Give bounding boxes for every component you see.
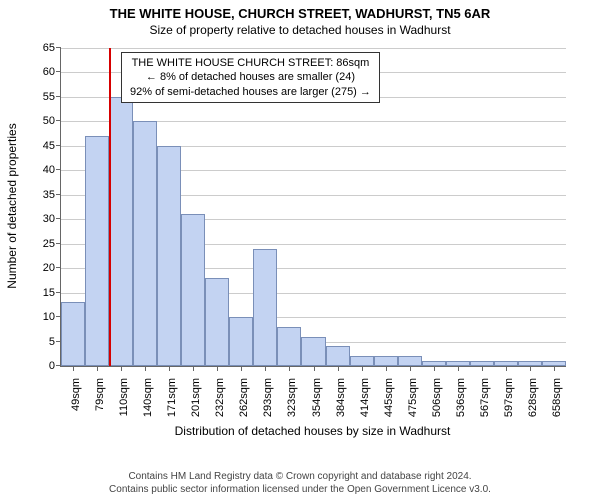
xtick-mark	[73, 366, 74, 371]
xtick-mark	[169, 366, 170, 371]
bar	[446, 361, 470, 366]
xtick-mark	[217, 366, 218, 371]
xtick-mark	[554, 366, 555, 371]
xtick-mark	[434, 366, 435, 371]
footer-line: Contains public sector information licen…	[0, 483, 600, 496]
ytick-label: 55	[43, 91, 61, 103]
ytick-label: 15	[43, 287, 61, 299]
bar	[133, 121, 157, 366]
ytick-label: 30	[43, 213, 61, 225]
xtick-mark	[289, 366, 290, 371]
ytick-label: 0	[49, 360, 61, 372]
ytick-label: 65	[43, 42, 61, 54]
bar	[85, 136, 109, 366]
xtick-mark	[265, 366, 266, 371]
ytick-label: 25	[43, 238, 61, 250]
chart-footer: Contains HM Land Registry data © Crown c…	[0, 470, 600, 496]
bar	[157, 146, 181, 366]
bar	[277, 327, 301, 366]
xtick-mark	[338, 366, 339, 371]
xtick-mark	[362, 366, 363, 371]
ytick-label: 5	[49, 336, 61, 348]
info-box-line: 92% of semi-detached houses are larger (…	[130, 85, 371, 99]
info-box: THE WHITE HOUSE CHURCH STREET: 86sqm← 8%…	[121, 52, 380, 103]
ytick-label: 40	[43, 164, 61, 176]
chart-title: THE WHITE HOUSE, CHURCH STREET, WADHURST…	[0, 0, 600, 21]
xtick-mark	[145, 366, 146, 371]
histogram-chart: THE WHITE HOUSE, CHURCH STREET, WADHURST…	[0, 0, 600, 500]
bar	[109, 97, 133, 366]
xtick-mark	[506, 366, 507, 371]
bar	[326, 346, 350, 366]
xtick-mark	[410, 366, 411, 371]
bar	[229, 317, 253, 366]
bar	[181, 214, 205, 366]
ytick-label: 35	[43, 189, 61, 201]
xtick-mark	[193, 366, 194, 371]
bar	[61, 302, 85, 366]
x-axis-label: Distribution of detached houses by size …	[60, 424, 565, 438]
ytick-label: 20	[43, 262, 61, 274]
bar	[205, 278, 229, 366]
bar	[350, 356, 374, 366]
bar	[470, 361, 494, 366]
ytick-label: 60	[43, 66, 61, 78]
bar	[253, 249, 277, 366]
xtick-mark	[97, 366, 98, 371]
y-axis-label: Number of detached properties	[5, 47, 19, 365]
bar	[518, 361, 542, 366]
info-box-line: ← 8% of detached houses are smaller (24)	[130, 70, 371, 84]
ytick-label: 10	[43, 311, 61, 323]
xtick-mark	[530, 366, 531, 371]
bar	[398, 356, 422, 366]
bar	[494, 361, 518, 366]
highlight-line	[109, 48, 111, 366]
bar	[542, 361, 566, 366]
footer-line: Contains HM Land Registry data © Crown c…	[0, 470, 600, 483]
info-box-line: THE WHITE HOUSE CHURCH STREET: 86sqm	[130, 56, 371, 70]
bar	[374, 356, 398, 366]
bar	[301, 337, 325, 366]
chart-subtitle: Size of property relative to detached ho…	[0, 21, 600, 37]
plot-area: THE WHITE HOUSE CHURCH STREET: 86sqm← 8%…	[60, 48, 566, 367]
xtick-mark	[386, 366, 387, 371]
xtick-mark	[482, 366, 483, 371]
xtick-mark	[121, 366, 122, 371]
xtick-mark	[241, 366, 242, 371]
ytick-label: 45	[43, 140, 61, 152]
ytick-label: 50	[43, 115, 61, 127]
xtick-mark	[314, 366, 315, 371]
xtick-mark	[458, 366, 459, 371]
bar	[422, 361, 446, 366]
